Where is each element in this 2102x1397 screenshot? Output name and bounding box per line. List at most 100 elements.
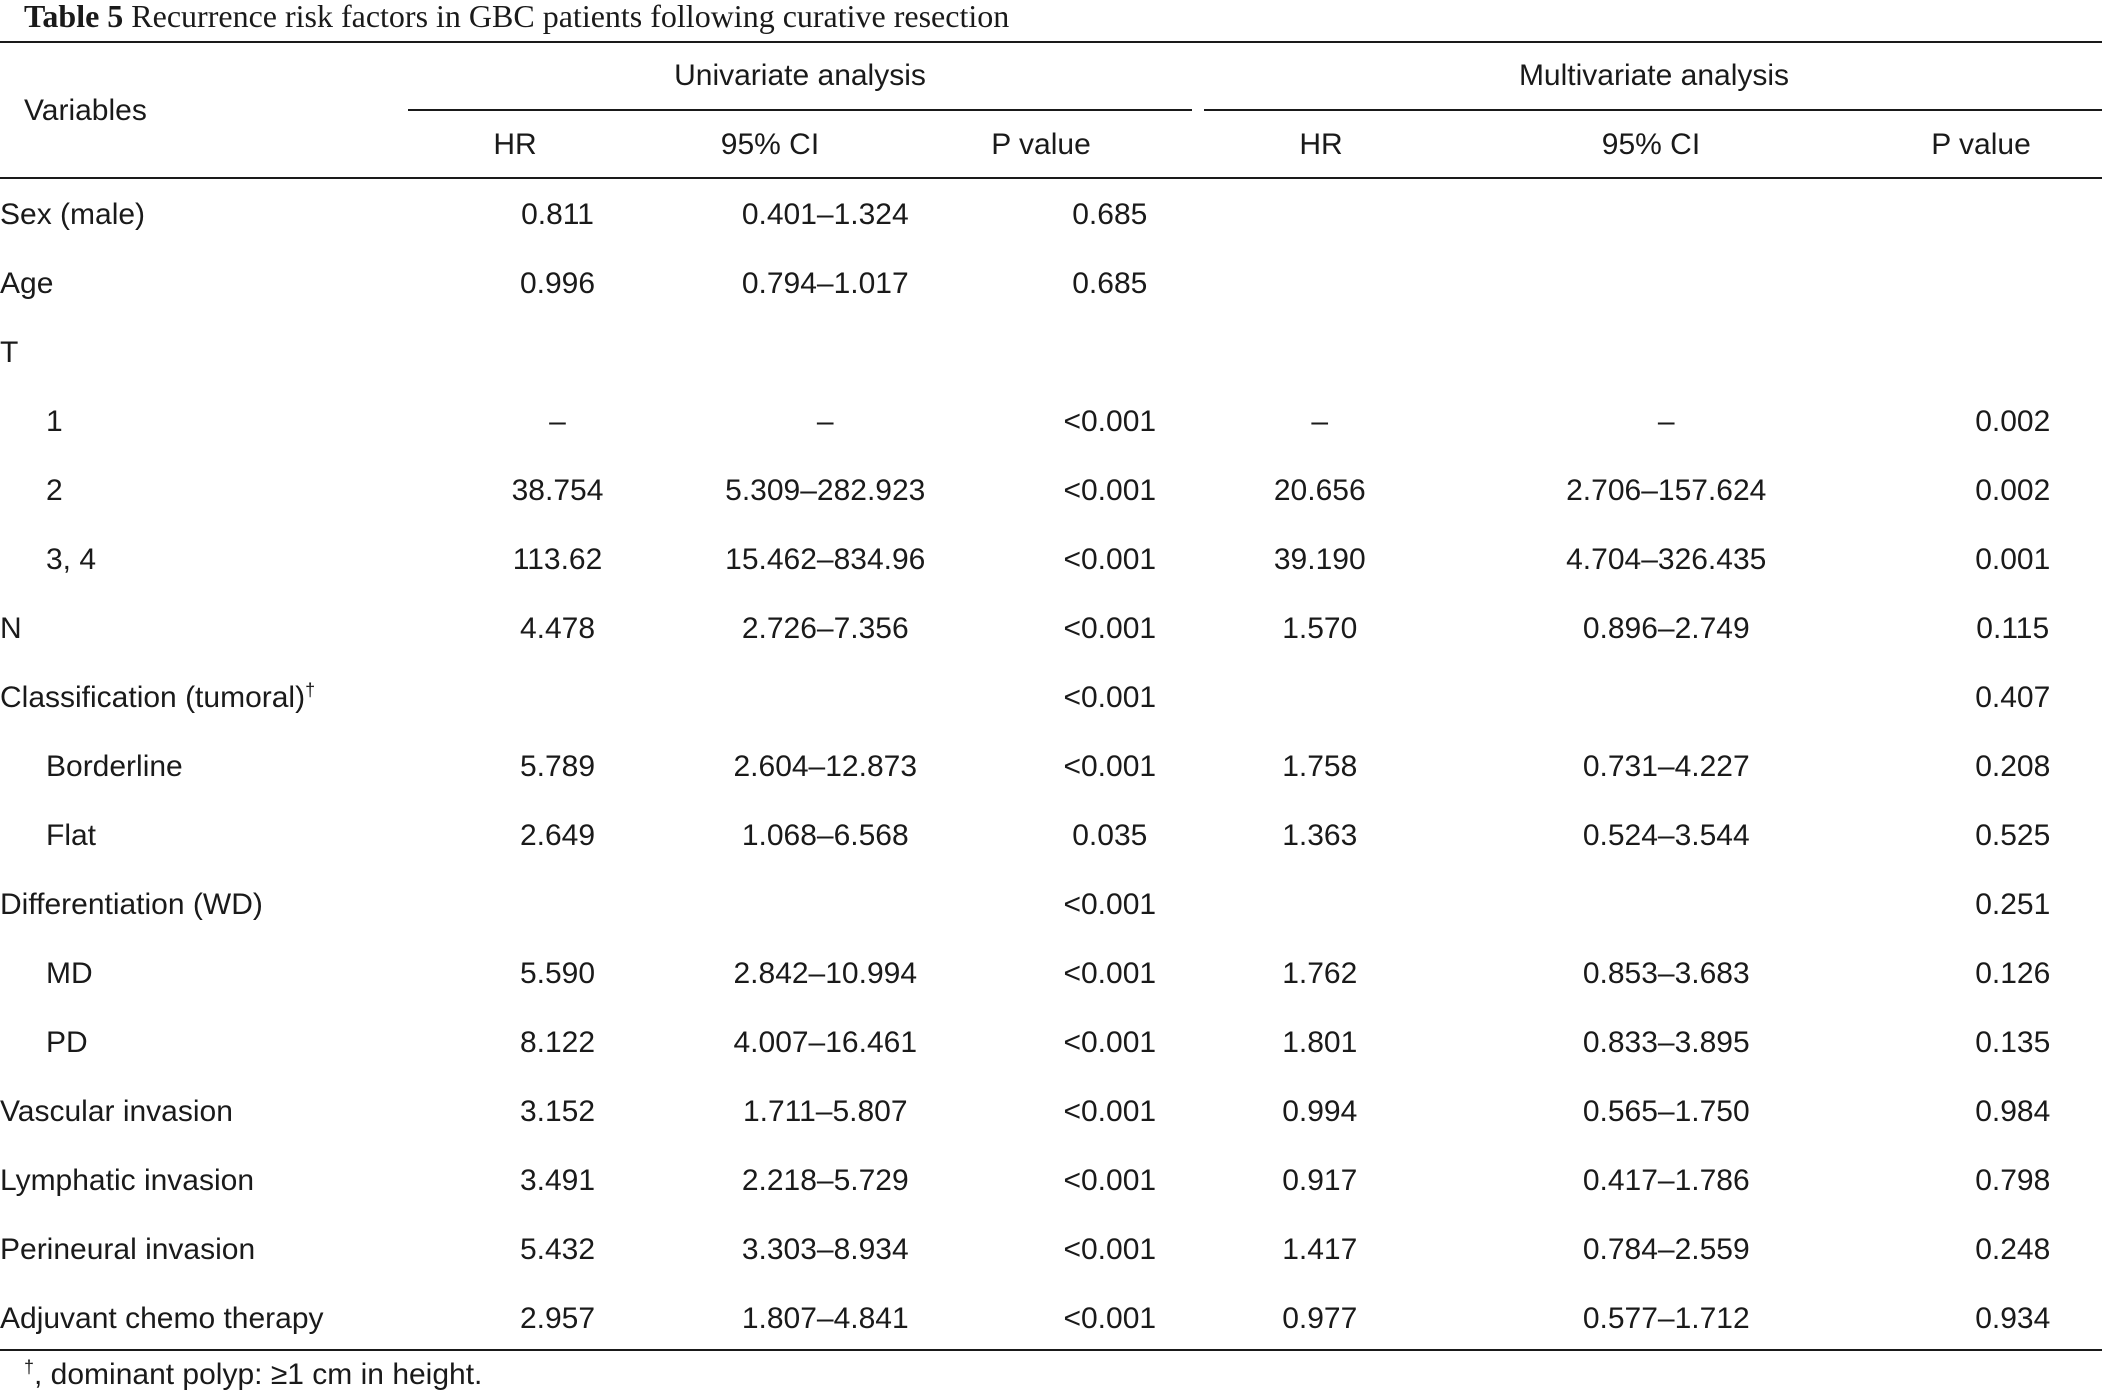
multivariate-hr-cell: 1.762 [1282, 956, 1358, 990]
variable-label: Sex (male) [0, 197, 146, 231]
variable-label: N [0, 611, 22, 645]
variable-label: MD [46, 956, 93, 990]
multivariate-ci-cell: 4.704–326.435 [1566, 542, 1767, 576]
univariate-ci-cell: 3.303–8.934 [741, 1232, 909, 1266]
univariate-p-cell: <0.001 [1063, 1301, 1157, 1335]
multivariate-ci-cell: 0.896–2.749 [1582, 611, 1750, 645]
header-multivariate: Multivariate analysis [1518, 59, 1790, 92]
header-bottom-rule [0, 177, 2102, 179]
univariate-p-cell [989, 318, 1230, 387]
multivariate-hr-cell: 20.656 [1273, 473, 1366, 507]
variable-label: T [0, 335, 19, 369]
univariate-p-cell: 0.035 [1072, 818, 1148, 852]
multivariate-ci-cell: 0.853–3.683 [1582, 956, 1750, 990]
univariate-hr-cell: 5.432 [519, 1232, 596, 1266]
variable-label: Adjuvant chemo therapy [0, 1301, 324, 1335]
multivariate-ci-cell [1409, 663, 1923, 732]
header-univariate-ci: 95% CI [720, 128, 820, 161]
bottom-rule [0, 1349, 2102, 1351]
univariate-hr-cell [454, 318, 662, 387]
univariate-p-cell: <0.001 [1063, 1094, 1157, 1128]
univariate-ci-cell [661, 318, 989, 387]
multivariate-p-cell: 0.002 [1975, 473, 2051, 507]
multivariate-hr-cell: – [1311, 404, 1329, 438]
univariate-hr-cell: 0.811 [521, 197, 594, 231]
univariate-p-cell: <0.001 [1063, 887, 1157, 921]
header-multivariate-hr: HR [1299, 128, 1343, 161]
table-row: Differentiation (WD) <0.001 0.251 [0, 870, 2102, 939]
univariate-p-cell: <0.001 [1063, 956, 1157, 990]
table-row: 3, 4 113.62 15.462–834.96 <0.001 39.190 4.704… [0, 525, 2102, 594]
multivariate-hr-cell [1231, 663, 1409, 732]
multivariate-ci-cell [1409, 870, 1923, 939]
univariate-ci-cell: 2.218–5.729 [741, 1163, 909, 1197]
variable-cell: 2 [0, 456, 454, 525]
multivariate-ci-cell [1409, 180, 1923, 249]
header-univariate-hr: HR [493, 128, 537, 161]
header-variables: Variables [24, 94, 147, 127]
multivariate-ci-cell [1409, 249, 1923, 318]
table-caption: Table 5 Recurrence risk factors in GBC p… [24, 0, 1009, 34]
univariate-p-cell: <0.001 [1063, 473, 1157, 507]
variable-label: 2 [46, 473, 63, 507]
univariate-p-cell: <0.001 [1063, 1163, 1157, 1197]
variable-cell: Adjuvant chemo therapy [0, 1284, 454, 1353]
multivariate-ci-cell: 0.577–1.712 [1582, 1301, 1750, 1335]
header-univariate: Univariate analysis [674, 59, 926, 92]
multivariate-hr-cell: 1.363 [1282, 818, 1358, 852]
table-row: Sex (male) 0.811 0.401–1.324 0.685 [0, 180, 2102, 249]
multivariate-ci-cell: 0.731–4.227 [1582, 749, 1750, 783]
table-row: Borderline 5.789 2.604–12.873 <0.001 1.758 0.… [0, 732, 2102, 801]
table-row: Flat 2.649 1.068–6.568 0.035 1.363 0.524–3.54… [0, 801, 2102, 870]
univariate-hr-cell: 5.590 [519, 956, 596, 990]
multivariate-p-cell: 0.001 [1975, 542, 2051, 576]
table-row: Adjuvant chemo therapy 2.957 1.807–4.841 <0… [0, 1284, 2102, 1353]
multivariate-p-cell: 0.002 [1975, 404, 2051, 438]
univariate-hr-cell: 2.649 [519, 818, 596, 852]
multivariate-p-cell: 0.115 [1976, 611, 2050, 645]
univariate-ci-cell: 4.007–16.461 [733, 1025, 917, 1059]
multivariate-ci-cell: 0.833–3.895 [1582, 1025, 1750, 1059]
multivariate-p-cell: 0.135 [1975, 1025, 2051, 1059]
table-row: Lymphatic invasion 3.491 2.218–5.729 <0.001… [0, 1146, 2102, 1215]
univariate-hr-cell: 38.754 [511, 473, 604, 507]
variable-cell: T [0, 318, 454, 387]
table-row: Age 0.996 0.794–1.017 0.685 [0, 249, 2102, 318]
multivariate-hr-cell [1231, 870, 1409, 939]
variable-cell: Borderline [0, 732, 454, 801]
univariate-p-cell: <0.001 [1063, 749, 1157, 783]
multivariate-p-cell: 0.208 [1975, 749, 2051, 783]
univariate-hr-cell: 0.996 [519, 266, 596, 300]
univariate-p-cell: 0.685 [1072, 266, 1148, 300]
univariate-ci-cell: 15.462–834.96 [725, 542, 926, 576]
table-body: Sex (male) 0.811 0.401–1.324 0.685 Age 0.996 0… [0, 180, 2102, 1353]
multivariate-ci-cell [1409, 318, 1923, 387]
variable-label: Lymphatic invasion [0, 1163, 255, 1197]
multivariate-hr-cell: 1.417 [1282, 1232, 1358, 1266]
univariate-p-cell: <0.001 [1063, 680, 1157, 714]
table-row: PD 8.122 4.007–16.461 <0.001 1.801 0.833–3.89… [0, 1008, 2102, 1077]
variable-label: Vascular invasion [0, 1094, 233, 1128]
variable-cell: 1 [0, 387, 454, 456]
multivariate-hr-cell: 39.190 [1273, 542, 1366, 576]
variable-label: Flat [46, 818, 97, 852]
variable-cell: Classification (tumoral)† [0, 663, 454, 732]
univariate-ci-cell: 0.794–1.017 [741, 266, 909, 300]
multivariate-p-cell: 0.934 [1975, 1301, 2051, 1335]
variable-cell: MD [0, 939, 454, 1008]
header-multivariate-ci: 95% CI [1601, 128, 1701, 161]
multivariate-hr-cell: 1.758 [1282, 749, 1358, 783]
multivariate-ci-cell: 0.565–1.750 [1582, 1094, 1750, 1128]
multivariate-p-cell [1923, 318, 2102, 387]
variable-label: Classification (tumoral) [0, 680, 306, 714]
multivariate-p-cell: 0.248 [1975, 1232, 2051, 1266]
variable-cell: Age [0, 249, 454, 318]
variable-label: Differentiation (WD) [0, 887, 263, 921]
univariate-ci-cell: 1.807–4.841 [741, 1301, 909, 1335]
univariate-ci-cell: 1.068–6.568 [741, 818, 909, 852]
table-row: Perineural invasion 5.432 3.303–8.934 <0.00… [0, 1215, 2102, 1284]
univariate-p-cell: <0.001 [1063, 1232, 1157, 1266]
univariate-hr-cell: 113.62 [512, 542, 603, 576]
top-rule [0, 41, 2102, 43]
